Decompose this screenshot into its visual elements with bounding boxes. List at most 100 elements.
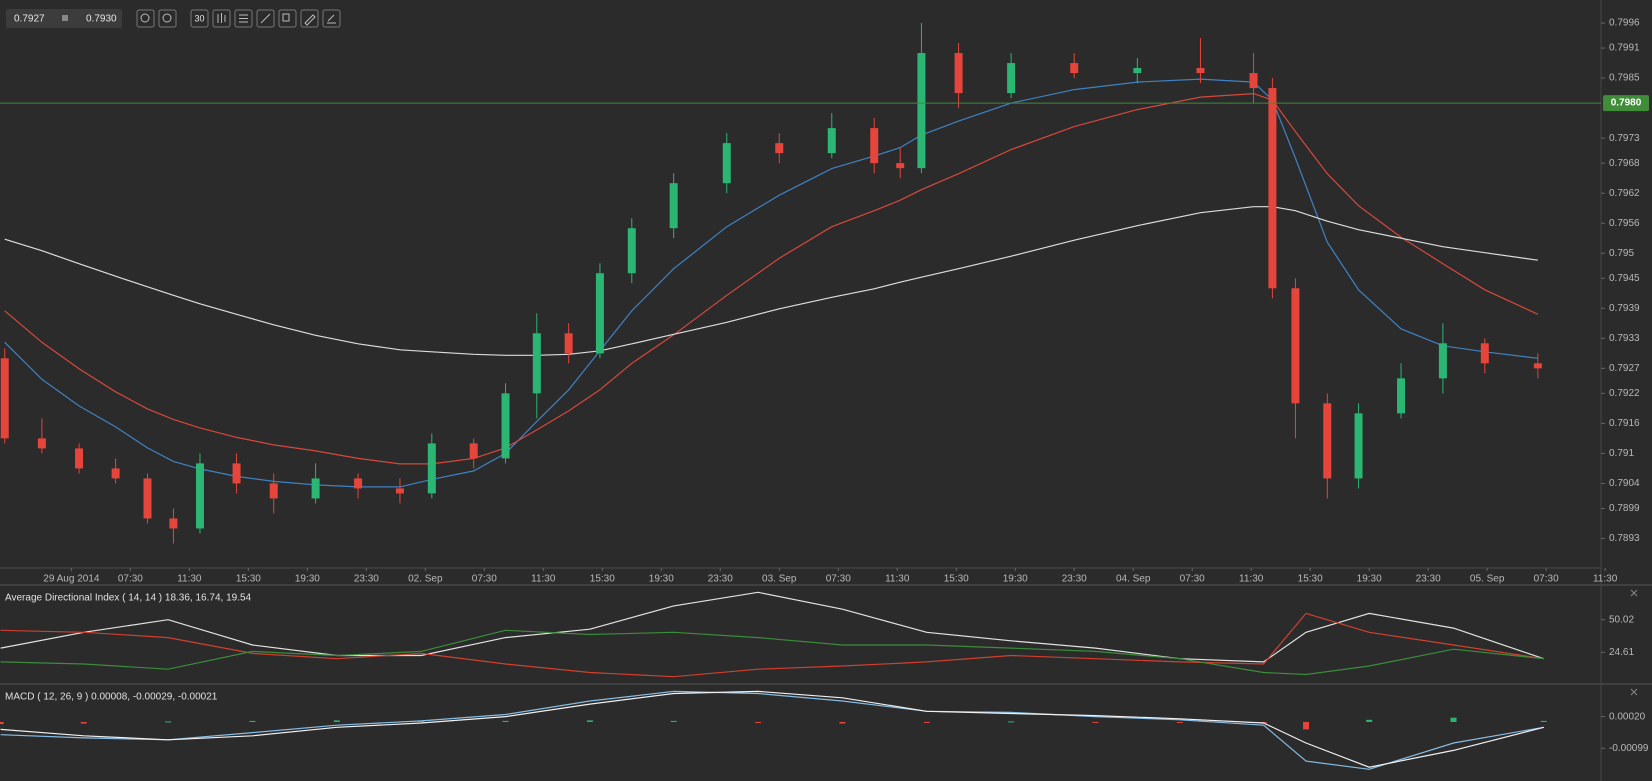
zoom-out-icon: [140, 13, 150, 23]
edit-icon: [304, 14, 316, 26]
candle-body: [1268, 88, 1277, 289]
x-tick-label: 23:30: [1062, 574, 1087, 585]
indicator-line: [4, 206, 1538, 356]
candle-body: [1249, 73, 1258, 89]
copy-icon: [282, 13, 290, 22]
histogram-bar: [333, 720, 340, 722]
close-panel-icon[interactable]: [1630, 688, 1638, 696]
price-label: 0.7980: [1611, 98, 1642, 109]
x-tick-label: 23:30: [1416, 574, 1441, 585]
panel: 0.00020 -0.00099 MACD ( 12, 26, 9 ) 0.0000…: [0, 690, 1649, 770]
y-tick-label: 0.7962: [1609, 188, 1640, 199]
price-label-box: [1603, 95, 1649, 112]
y-tick-label: 0.7945: [1609, 273, 1640, 284]
panel: 0.7996 0.7991 0.7985 0.7973 0.7968 0.7962 0.79…: [0, 18, 1649, 585]
y-tick-label: 0.00020: [1609, 711, 1646, 722]
candle-body: [427, 443, 436, 494]
x-tick-label: 07:30: [472, 574, 497, 585]
histogram-bar: [1092, 721, 1099, 723]
histogram-bar: [1303, 721, 1310, 730]
candle-body: [232, 463, 241, 484]
x-tick-label: 07:30: [118, 574, 143, 585]
x-tick-label: 11:30: [531, 574, 556, 585]
candle-body: [1196, 68, 1205, 74]
histogram-bar: [1176, 721, 1183, 723]
candle-body: [195, 463, 204, 529]
y-tick-label: 0.7991: [1609, 43, 1640, 54]
x-tick-label: 15:30: [590, 574, 615, 585]
y-tick-label: 0.795: [1609, 248, 1634, 259]
candle-body: [896, 163, 905, 169]
y-tick-label: 0.7968: [1609, 158, 1640, 169]
candle-body: [917, 53, 926, 169]
candle-body: [1007, 63, 1016, 94]
x-tick-label: 11:30: [177, 574, 202, 585]
candle-body: [354, 478, 363, 489]
candle-body: [75, 448, 84, 469]
candle-body: [827, 128, 836, 154]
indicators-button[interactable]: [234, 9, 253, 28]
indicator-line: [0, 629, 1544, 676]
draw-icon: [260, 13, 271, 24]
candle-body: [1133, 68, 1142, 74]
histogram-bar: [1450, 717, 1457, 722]
zoom-in-button[interactable]: [158, 9, 177, 28]
histogram-bar: [670, 720, 677, 722]
y-tick-label: -0.00099: [1609, 743, 1649, 754]
y-tick-label: 0.7933: [1609, 333, 1640, 344]
draw-button[interactable]: [256, 9, 275, 28]
candle-body: [1354, 413, 1363, 479]
candle-body: [532, 333, 541, 394]
histogram-bar: [502, 720, 509, 722]
x-tick-label: 19:30: [649, 574, 674, 585]
bid-price: 0.7927: [14, 14, 45, 25]
candle-body: [269, 483, 278, 499]
y-tick-label: 0.7927: [1609, 363, 1640, 374]
panel-title: Average Directional Index ( 14, 14 ) 18.…: [5, 593, 252, 604]
y-tick-label: 0.7916: [1609, 418, 1640, 429]
chart-type-button[interactable]: [212, 9, 231, 28]
candle-body: [775, 143, 784, 154]
candle-body: [395, 488, 404, 494]
chart-type-icon: [217, 13, 226, 23]
panel-title: MACD ( 12, 26, 9 ) 0.00008, -0.00029, -0…: [5, 692, 218, 703]
zoom-out-button[interactable]: [136, 9, 155, 28]
indicator-line: [0, 690, 1544, 768]
edit-button[interactable]: [300, 9, 319, 28]
x-tick-label: 23:30: [354, 574, 379, 585]
erase-icon: [327, 14, 336, 24]
y-tick-label: 0.7939: [1609, 303, 1640, 314]
y-tick-label: 0.7922: [1609, 388, 1640, 399]
candle-body: [870, 128, 879, 164]
candle-body: [564, 333, 573, 354]
x-tick-label: 07:30: [826, 574, 851, 585]
y-tick-label: 0.7996: [1609, 18, 1640, 29]
candle-body: [1533, 363, 1542, 369]
indicator-line: [4, 78, 1538, 488]
x-tick-label: 15:30: [1298, 574, 1323, 585]
candle-body: [1323, 403, 1332, 479]
x-tick-label: 23:30: [708, 574, 733, 585]
close-panel-icon[interactable]: [1630, 589, 1638, 597]
x-tick-label: 02. Sep: [408, 574, 443, 585]
indicator-line: [0, 591, 1544, 663]
y-tick-label: 0.7899: [1609, 503, 1640, 514]
spread-marker: [62, 15, 68, 21]
candle-body: [1438, 343, 1447, 379]
indicator-line: [0, 690, 1544, 770]
candle-body: [1397, 378, 1406, 414]
candle-body: [169, 518, 178, 529]
candle-body: [954, 53, 963, 94]
erase-button[interactable]: [322, 9, 341, 28]
interval-button[interactable]: [190, 9, 209, 28]
candle-body: [669, 183, 678, 229]
x-tick-label: 29 Aug 2014: [43, 574, 100, 585]
copy-button[interactable]: [278, 9, 297, 28]
candle-body: [311, 478, 320, 499]
histogram-bar: [165, 721, 172, 723]
candle-body: [1291, 288, 1300, 404]
x-tick-label: 07:30: [1534, 574, 1559, 585]
zoom-in-icon: [162, 13, 172, 23]
